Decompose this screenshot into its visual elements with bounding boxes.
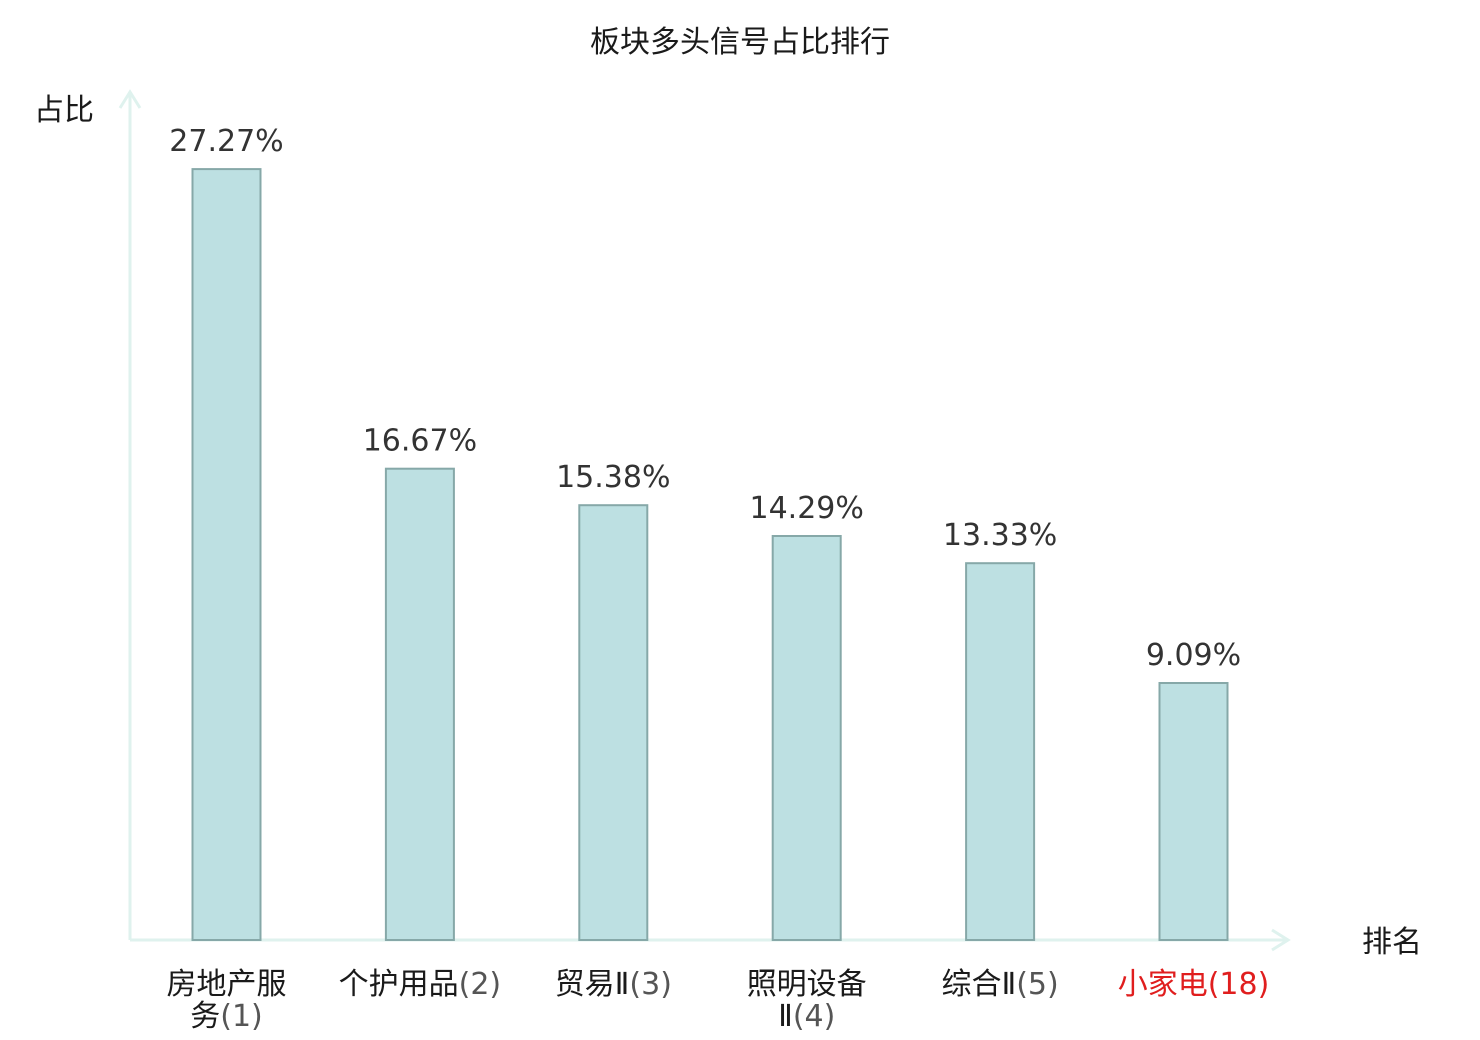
axes — [118, 89, 1291, 952]
bar-6 — [1158, 682, 1229, 941]
value-labels-group: 27.27% 16.67% 15.38% 14.29% 13.33% 9.09% — [169, 124, 1241, 673]
x-axis-label: 排名 — [1362, 925, 1422, 960]
x-axis-arrow — [1271, 928, 1291, 952]
y-axis-arrow — [118, 89, 142, 109]
y-axis-label: 占比 — [34, 93, 94, 128]
category-label-5: 综合Ⅱ(5) — [941, 967, 1058, 1002]
bar-3 — [578, 504, 649, 941]
chart-title: 板块多头信号占比排行 — [590, 25, 890, 60]
bars-group — [191, 168, 1229, 942]
value-label-5: 13.33% — [943, 518, 1057, 553]
bar-2 — [384, 467, 455, 941]
value-label-1: 27.27% — [169, 124, 283, 159]
category-label-4: 照明设备 Ⅱ(4) — [747, 967, 867, 1034]
value-label-4: 14.29% — [750, 491, 864, 526]
category-label-2: 个护用品(2) — [339, 967, 502, 1002]
value-label-3: 15.38% — [556, 460, 670, 495]
bar-5 — [965, 562, 1036, 941]
value-label-2: 16.67% — [363, 424, 477, 459]
bar-1 — [191, 168, 262, 942]
value-label-6: 9.09% — [1146, 638, 1241, 673]
category-labels-group: 房地产服务(1) 个护用品(2) 贸易Ⅱ(3) 照明设备 Ⅱ(4) 综合Ⅱ(5) 小家电(1… — [167, 967, 1270, 1034]
category-label-6: 小家电(18) — [1118, 967, 1270, 1002]
category-label-1: 房地产服务(1) — [167, 967, 287, 1034]
bar-4 — [771, 535, 842, 941]
category-label-3: 贸易Ⅱ(3) — [555, 967, 672, 1002]
